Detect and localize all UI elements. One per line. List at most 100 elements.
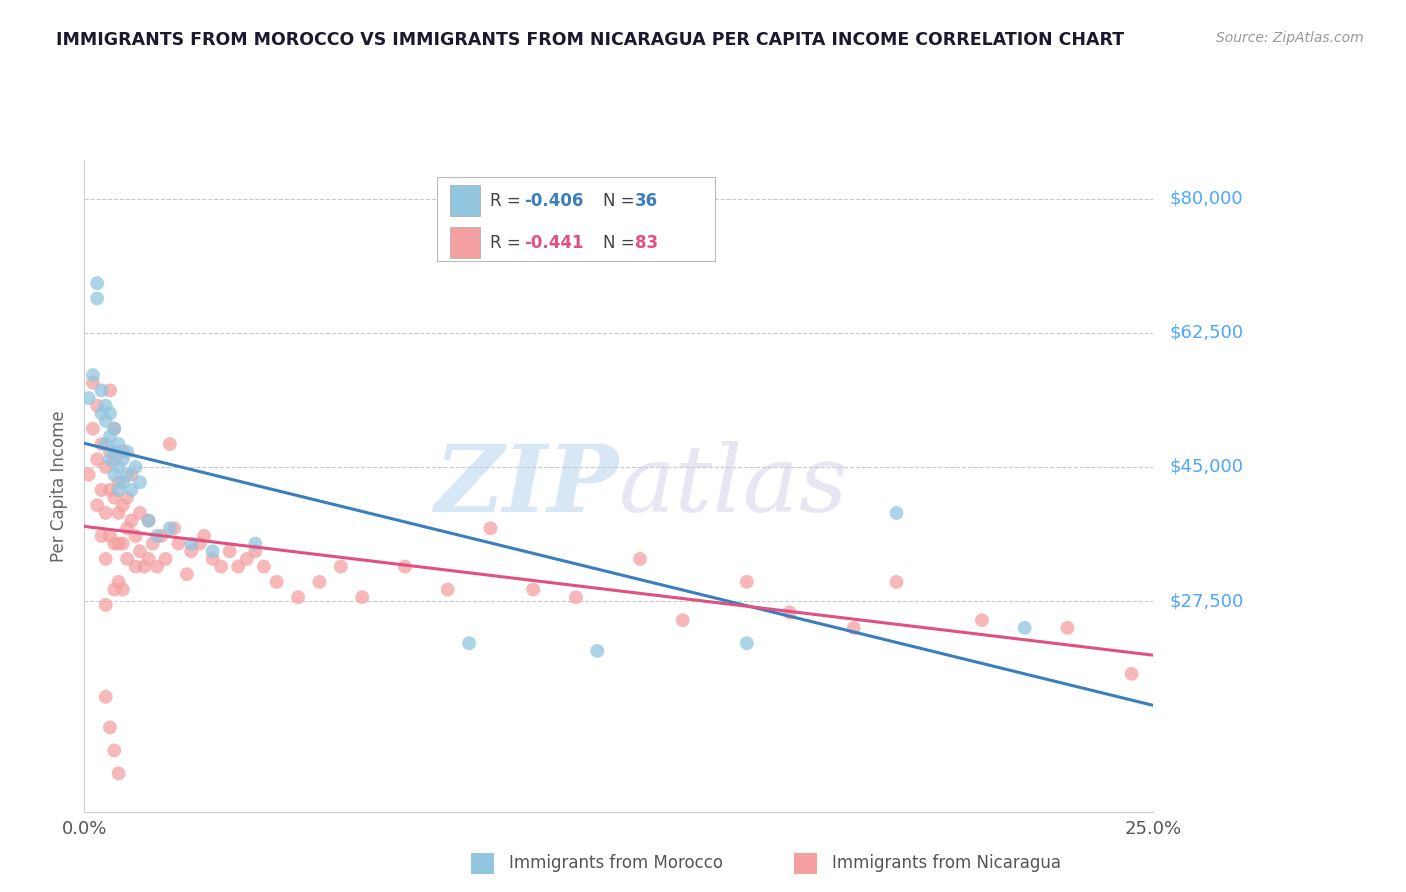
Point — [107, 766, 129, 780]
Point — [458, 636, 481, 650]
Point — [735, 636, 758, 650]
Point — [886, 574, 908, 589]
Point — [245, 536, 267, 550]
Point — [103, 491, 125, 505]
Point — [134, 559, 156, 574]
Point — [82, 422, 104, 436]
Point — [111, 536, 134, 550]
Point — [111, 475, 134, 490]
Point — [138, 514, 160, 528]
Text: atlas: atlas — [619, 442, 848, 531]
Point — [218, 544, 240, 558]
Point — [90, 384, 112, 398]
Point — [129, 506, 152, 520]
Point — [82, 376, 104, 390]
Point — [522, 582, 544, 597]
Point — [77, 467, 100, 482]
Point — [86, 276, 108, 290]
Point — [115, 491, 138, 505]
Point — [1014, 621, 1036, 635]
Point — [103, 452, 125, 467]
Point — [94, 460, 117, 475]
Point — [94, 437, 117, 451]
Text: Source: ZipAtlas.com: Source: ZipAtlas.com — [1216, 31, 1364, 45]
Point — [159, 437, 181, 451]
Point — [98, 429, 121, 443]
Point — [115, 552, 138, 566]
Point — [565, 591, 588, 605]
Point — [107, 536, 129, 550]
Point — [94, 414, 117, 428]
Point — [98, 384, 121, 398]
Point — [628, 552, 651, 566]
Point — [94, 552, 117, 566]
Point — [120, 467, 142, 482]
Point — [479, 521, 502, 535]
Point — [77, 391, 100, 405]
Point — [94, 399, 117, 413]
Point — [129, 475, 152, 490]
Point — [167, 536, 190, 550]
Point — [159, 521, 181, 535]
Point — [886, 506, 908, 520]
Text: ZIP: ZIP — [434, 442, 619, 531]
Text: IMMIGRANTS FROM MOROCCO VS IMMIGRANTS FROM NICARAGUA PER CAPITA INCOME CORRELATI: IMMIGRANTS FROM MOROCCO VS IMMIGRANTS FR… — [56, 31, 1125, 49]
Text: -0.406: -0.406 — [524, 192, 583, 210]
Point — [138, 514, 160, 528]
Point — [436, 582, 458, 597]
Point — [94, 598, 117, 612]
Point — [124, 529, 146, 543]
Point — [107, 475, 129, 490]
Point — [253, 559, 276, 574]
Point — [94, 690, 117, 704]
Point — [180, 544, 202, 558]
Point — [90, 529, 112, 543]
Point — [90, 406, 112, 420]
Point — [103, 422, 125, 436]
Text: 83: 83 — [634, 234, 658, 252]
Point — [90, 483, 112, 497]
Point — [107, 506, 129, 520]
Point — [266, 574, 288, 589]
Point — [124, 460, 146, 475]
Y-axis label: Per Capita Income: Per Capita Income — [51, 410, 69, 562]
Point — [115, 467, 138, 482]
Point — [138, 552, 160, 566]
Point — [120, 514, 142, 528]
Point — [90, 437, 112, 451]
Point — [103, 582, 125, 597]
Point — [82, 368, 104, 382]
Point — [188, 536, 211, 550]
Point — [120, 483, 142, 497]
Point — [970, 613, 993, 627]
Text: $62,500: $62,500 — [1170, 324, 1244, 342]
Point — [672, 613, 695, 627]
Point — [1056, 621, 1078, 635]
Point — [209, 559, 232, 574]
Text: R =: R = — [491, 234, 526, 252]
Point — [226, 559, 249, 574]
Point — [150, 529, 173, 543]
Point — [98, 483, 121, 497]
Point — [107, 460, 129, 475]
FancyBboxPatch shape — [450, 227, 479, 259]
FancyBboxPatch shape — [437, 177, 714, 261]
Point — [98, 444, 121, 458]
Text: N =: N = — [603, 234, 640, 252]
Text: R =: R = — [491, 192, 526, 210]
Point — [146, 559, 169, 574]
Point — [308, 574, 330, 589]
Point — [111, 582, 134, 597]
Point — [103, 422, 125, 436]
Point — [146, 529, 169, 543]
Point — [201, 544, 224, 558]
Text: Immigrants from Morocco: Immigrants from Morocco — [509, 855, 723, 872]
Text: $45,000: $45,000 — [1170, 458, 1244, 476]
Point — [586, 644, 609, 658]
Text: N =: N = — [603, 192, 640, 210]
Point — [98, 406, 121, 420]
Point — [103, 536, 125, 550]
Point — [107, 437, 129, 451]
Point — [111, 452, 134, 467]
Point — [329, 559, 352, 574]
